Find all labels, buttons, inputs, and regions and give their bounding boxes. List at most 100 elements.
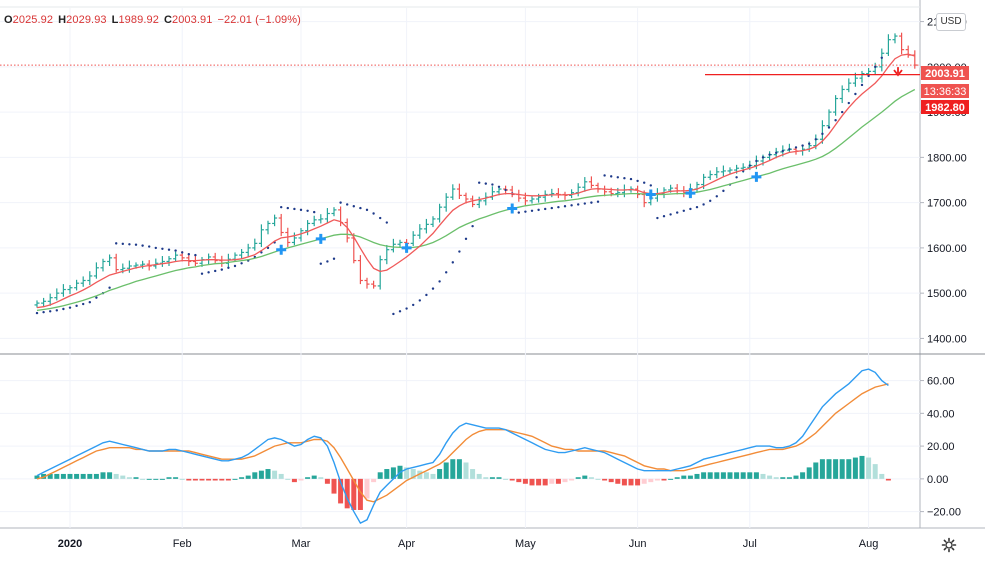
histogram-bar — [793, 475, 799, 479]
histogram-bar — [463, 462, 469, 479]
price-tick-label: 1800.00 — [927, 152, 967, 164]
sar-dot — [689, 207, 692, 211]
sar-dot — [814, 138, 817, 141]
sar-dot — [596, 200, 600, 203]
histogram-bar — [773, 477, 779, 479]
histogram-bar — [489, 477, 495, 479]
histogram-bar — [291, 478, 297, 483]
histogram-bar — [107, 472, 113, 479]
histogram-bar — [298, 478, 304, 481]
sar-dot — [392, 312, 395, 316]
histogram-bar — [806, 467, 812, 479]
histogram-bar — [476, 473, 482, 479]
histogram-bar — [364, 478, 370, 499]
histogram-bar — [159, 478, 165, 480]
sar-dot — [352, 205, 355, 208]
histogram-bar — [199, 478, 205, 481]
sar-dot — [623, 176, 626, 180]
sar-dot — [517, 211, 520, 214]
time-tick-label: Mar — [292, 538, 311, 550]
sar-dot — [610, 175, 613, 178]
sar-dot — [478, 181, 481, 184]
histogram-bar — [351, 478, 357, 510]
histogram-bar — [760, 473, 766, 479]
histogram-bar — [602, 478, 608, 481]
sar-dot — [570, 204, 573, 207]
time-tick-label: Jun — [629, 538, 647, 550]
sar-dot — [497, 185, 501, 188]
histogram-bar — [258, 470, 264, 479]
level-tag-bg — [921, 100, 969, 114]
sar-dot — [880, 56, 883, 59]
sar-dot — [379, 216, 382, 220]
sar-dot — [504, 188, 507, 192]
sar-dot — [781, 149, 784, 153]
sar-dot — [82, 302, 85, 306]
sar-dot — [214, 269, 217, 273]
histogram-bar — [74, 473, 80, 479]
histogram-bar — [100, 472, 106, 479]
histogram-bar — [641, 478, 647, 484]
histogram-bar — [423, 472, 429, 479]
histogram-bar — [232, 478, 238, 480]
time-tick-label: 2020 — [58, 538, 82, 550]
histogram-bar — [54, 473, 60, 479]
histogram-bar — [767, 475, 773, 479]
histogram-bar — [615, 478, 621, 484]
histogram-bar — [357, 478, 363, 510]
sar-dot — [643, 181, 646, 184]
histogram-bar — [80, 473, 86, 479]
sar-dot — [722, 189, 725, 193]
sar-dot — [412, 303, 415, 307]
level-tag: 1982.80 — [925, 102, 965, 114]
sar-dot — [715, 195, 718, 198]
sar-dot — [603, 174, 606, 177]
histogram-bar — [417, 470, 423, 479]
histogram-bar — [826, 459, 832, 479]
histogram-bar — [60, 473, 66, 479]
histogram-bar — [687, 475, 693, 479]
currency-button[interactable]: USD — [936, 13, 966, 31]
histogram-bar — [483, 477, 489, 479]
sar-dot — [662, 215, 666, 218]
sar-dot — [280, 205, 283, 209]
sar-dot — [431, 287, 435, 290]
sar-dot — [35, 311, 39, 315]
histogram-bar — [720, 472, 726, 479]
histogram-bar — [859, 455, 865, 479]
sar-dot — [346, 203, 349, 206]
sar-dot — [563, 205, 567, 208]
histogram-bar — [126, 477, 132, 479]
macd-tick-label: 40.00 — [927, 408, 955, 420]
sar-dot — [313, 210, 316, 214]
last-price-tag-bg — [921, 66, 969, 80]
sar-dot — [260, 251, 263, 254]
sar-dot — [365, 208, 369, 212]
sar-dot — [42, 310, 45, 314]
sar-dot — [385, 221, 388, 224]
price-tick-label: 1500.00 — [927, 288, 967, 300]
histogram-bar — [786, 477, 792, 479]
histogram-bar — [252, 472, 258, 479]
gear-icon[interactable] — [941, 537, 957, 553]
histogram-bar — [384, 469, 390, 479]
macd-tick-label: 20.00 — [927, 441, 955, 453]
histogram-bar — [377, 472, 383, 479]
histogram-bar — [595, 478, 601, 480]
sar-dot — [438, 280, 441, 283]
sar-dot — [761, 156, 765, 159]
histogram-bar — [331, 478, 337, 494]
histogram-bar — [569, 478, 575, 481]
countdown-tag: 13:36:33 — [924, 86, 967, 98]
low-value: 1989.92 — [118, 14, 159, 26]
histogram-bar — [120, 475, 126, 479]
sar-dot — [49, 310, 52, 313]
open-value: 2025.92 — [12, 14, 54, 26]
sar-dot — [471, 224, 474, 228]
histogram-bar — [621, 478, 627, 486]
histogram-bar — [536, 478, 542, 486]
histogram-bar — [707, 472, 713, 479]
sar-dot — [220, 268, 223, 271]
histogram-bar — [727, 472, 733, 479]
